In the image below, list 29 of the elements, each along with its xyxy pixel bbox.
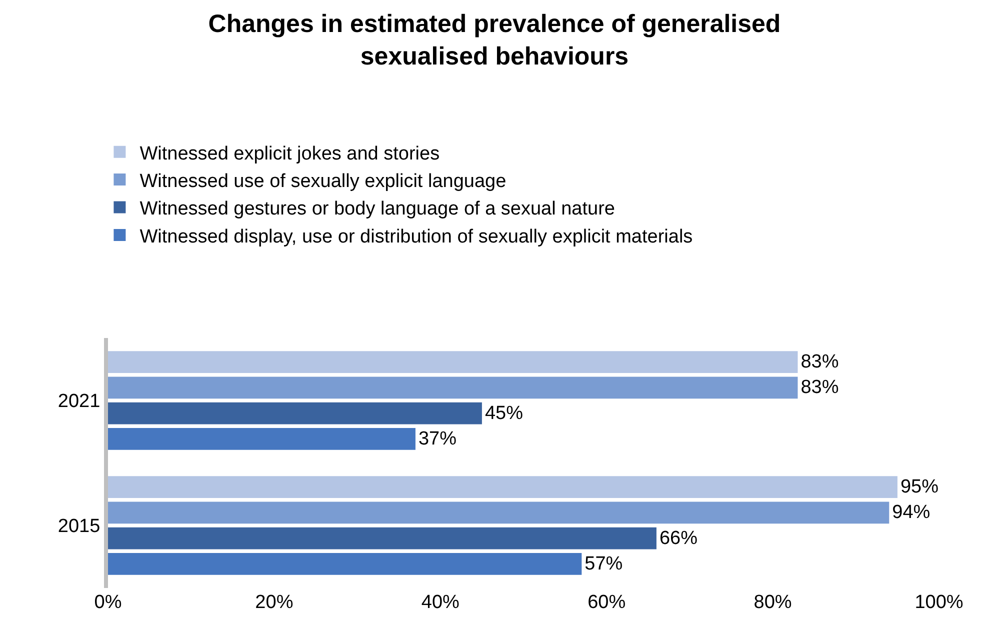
bar [108,527,656,550]
bar [108,502,890,524]
bar [108,553,582,575]
data-label: 57% [584,553,623,574]
chart-title: Changes in estimated prevalence of generalised sexualised behaviours [208,10,781,70]
x-tick-label: 80% [754,592,792,613]
data-label: 66% [659,528,698,549]
y-tick-label: 2021 [58,391,100,412]
data-label: 45% [484,402,524,424]
legend-label: Witnessed explicit jokes and stories [140,143,440,164]
bar [108,476,898,498]
bar [108,351,798,373]
legend-label: Witnessed use of sexually explicit language [140,170,506,192]
x-tick-label: 0% [94,592,122,613]
bar [108,376,798,399]
bar [108,402,482,424]
y-tick-label: 2015 [58,516,100,538]
x-tick-label: 60% [588,592,626,613]
data-label: 83% [800,352,839,373]
legend-label: Witnessed display, use or distribution of sexually explicit materials [140,226,693,248]
x-tick-label: 100% [914,592,964,613]
data-label: 37% [418,428,457,450]
x-tick-label: 40% [421,592,460,613]
bar [108,428,416,450]
legend-label: Witnessed gestures or body language of a sexual nature [140,198,615,220]
data-label: 83% [800,377,839,398]
data-label: 95% [900,476,939,498]
x-tick-label: 20% [255,592,294,613]
data-label: 94% [892,502,930,524]
